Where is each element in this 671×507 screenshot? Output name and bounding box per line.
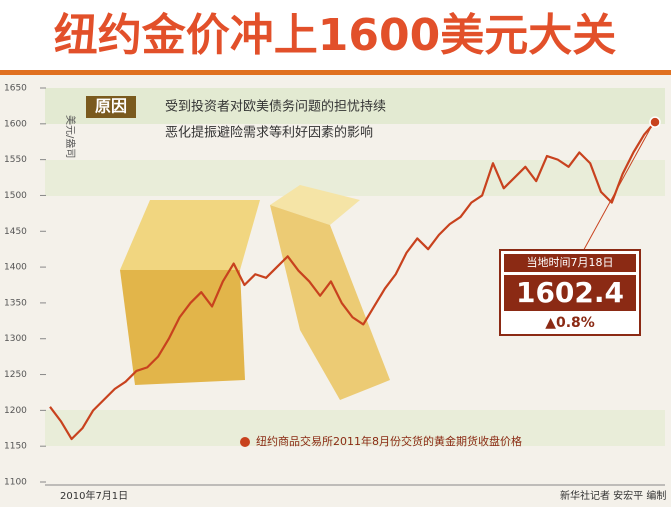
series-line — [49, 121, 656, 441]
source: 新华社记者 安宏平 编制 — [560, 489, 666, 502]
y-tick-label: 1400 — [4, 263, 27, 273]
reason-text: 恶化提振避险需求等利好因素的影响 — [165, 125, 373, 141]
callout-change: ▲0.8% — [545, 315, 595, 331]
reason-label: 原因 — [95, 97, 127, 116]
y-tick-label: 1450 — [4, 227, 27, 237]
gold-bars — [120, 185, 390, 400]
y-tick-label: 1550 — [4, 155, 27, 165]
callout-value: 1602.4 — [516, 276, 624, 309]
callout-value-bg — [504, 275, 636, 311]
legend-marker — [240, 437, 250, 447]
y-tick-label: 1200 — [4, 406, 27, 416]
gold-bar — [120, 200, 260, 270]
y-tick-label: 1300 — [4, 334, 27, 344]
end-point — [649, 116, 661, 128]
band — [45, 410, 665, 446]
bands — [45, 88, 665, 446]
chart-title: 纽约金价冲上1600美元大关 — [54, 10, 616, 61]
reason-text: 受到投资者对欧美债务问题的担忧持续 — [165, 99, 386, 115]
gold-bar — [270, 205, 390, 400]
gold-bar — [120, 270, 245, 385]
legend-label: 纽约商品交易所2011年8月份交货的黄金期货收盘价格 — [256, 434, 522, 448]
title-underline — [0, 70, 671, 75]
callout-date: 当地时间7月18日 — [527, 255, 614, 269]
band — [45, 88, 665, 124]
y-tick-label: 1100 — [4, 478, 27, 488]
y-tick-label: 1650 — [4, 84, 27, 94]
y-tick-label: 1600 — [4, 119, 27, 129]
callout-header — [504, 254, 636, 272]
title-band — [0, 0, 671, 72]
y-axis-label: 美元/盎司 — [64, 115, 77, 158]
y-tick-label: 1350 — [4, 298, 27, 308]
band — [45, 160, 665, 196]
x-tick-label: 2010年7月1日 — [60, 489, 128, 502]
y-tick-label: 1250 — [4, 370, 27, 380]
y-tick-label: 1500 — [4, 191, 27, 201]
y-tick-label: 1150 — [4, 442, 27, 452]
gold-bar — [270, 185, 360, 225]
reason-badge — [86, 96, 136, 118]
